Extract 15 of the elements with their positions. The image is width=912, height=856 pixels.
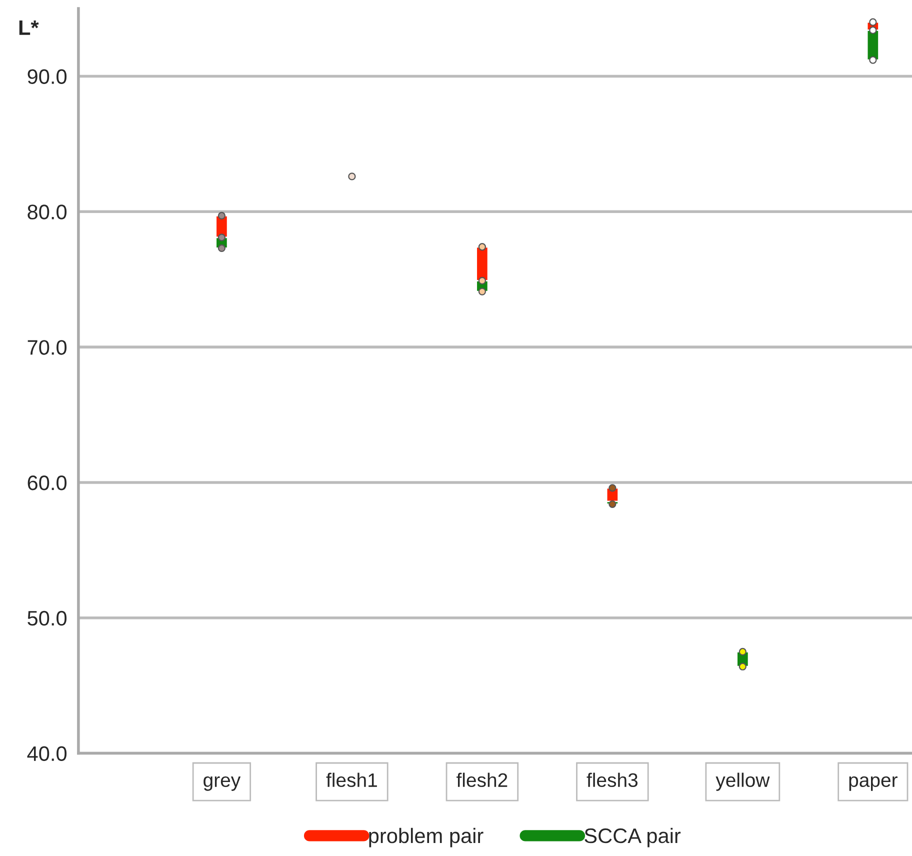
y-tick-label: 80.0	[28, 204, 67, 220]
y-tick-label: 70.0	[28, 340, 67, 355]
legend-label: problem pair	[369, 828, 484, 848]
y-axis-title: L*	[19, 20, 39, 35]
y-tick-label: 60.0	[28, 475, 67, 490]
x-tick-label: yellow	[716, 772, 770, 791]
x-tick-label: flesh3	[586, 772, 638, 788]
x-tick-label: paper	[849, 776, 898, 791]
x-tick-label: grey	[204, 776, 241, 791]
x-tick-label: flesh2	[456, 772, 508, 788]
y-tick-label: 40.0	[27, 746, 67, 762]
y-tick-label: 90.0	[28, 69, 67, 84]
x-tick-label: flesh1	[326, 772, 377, 788]
y-tick-label: 50.0	[28, 610, 67, 626]
legend-label: SCCA pair	[584, 828, 681, 848]
